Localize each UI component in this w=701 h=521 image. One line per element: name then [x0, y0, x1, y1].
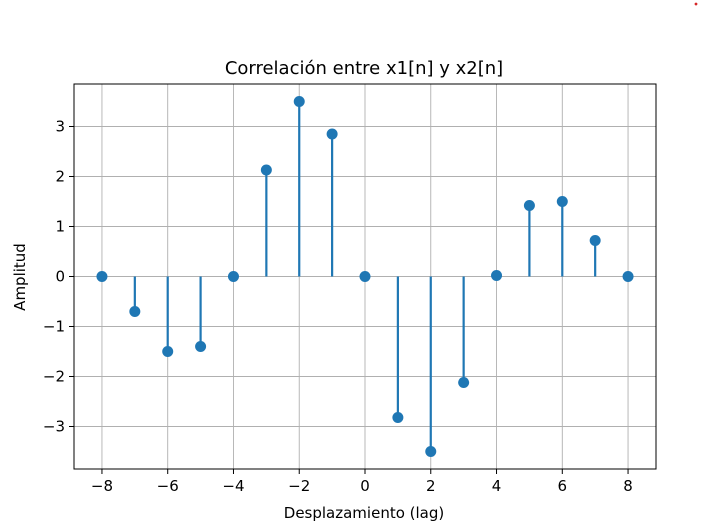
- stem-marker: [96, 271, 108, 282]
- y-axis-ticks: −3 −2 −1 0 1 2 3: [43, 118, 74, 436]
- y-tick-label: 0: [55, 268, 65, 286]
- x-tick-label: −6: [157, 477, 179, 495]
- y-axis-label: Amplitud: [11, 243, 29, 311]
- stem-marker: [491, 270, 503, 281]
- stem-markers: [96, 96, 634, 457]
- stem-marker: [326, 128, 338, 140]
- stem-marker: [293, 96, 305, 107]
- x-tick-label: 2: [426, 477, 436, 495]
- stem-marker: [359, 271, 371, 282]
- stem-marker: [458, 377, 470, 388]
- x-tick-label: 6: [558, 477, 568, 495]
- stem-marker: [129, 306, 141, 317]
- stem-marker: [260, 164, 272, 176]
- x-axis-ticks: −8 −6 −4 −2 0 2 4 6 8: [91, 469, 633, 495]
- x-tick-label: 8: [623, 477, 633, 495]
- x-tick-label: −4: [222, 477, 244, 495]
- stem-marker: [425, 446, 437, 457]
- corner-marker: [694, 2, 698, 6]
- chart-title: Correlación entre x1[n] y x2[n]: [225, 58, 503, 79]
- x-axis-label: Desplazamiento (lag): [284, 504, 444, 521]
- y-tick-label: −1: [43, 318, 65, 336]
- stem-marker: [589, 235, 601, 246]
- stem-marker: [622, 271, 634, 282]
- x-tick-label: 0: [360, 477, 370, 495]
- stem-marker: [227, 271, 239, 282]
- stem-marker: [556, 196, 568, 207]
- stem-lines: [133, 101, 597, 452]
- stem-marker: [195, 341, 207, 352]
- y-tick-label: 2: [55, 168, 65, 186]
- x-tick-label: −2: [288, 477, 310, 495]
- stem-marker: [523, 200, 535, 211]
- stem-marker: [392, 412, 404, 423]
- y-tick-label: 1: [55, 218, 65, 236]
- x-tick-label: −8: [91, 477, 113, 495]
- x-tick-label: 4: [492, 477, 502, 495]
- y-tick-label: −3: [43, 418, 65, 436]
- y-tick-label: 3: [55, 118, 65, 136]
- stem-marker: [162, 346, 174, 357]
- y-tick-label: −2: [43, 368, 65, 386]
